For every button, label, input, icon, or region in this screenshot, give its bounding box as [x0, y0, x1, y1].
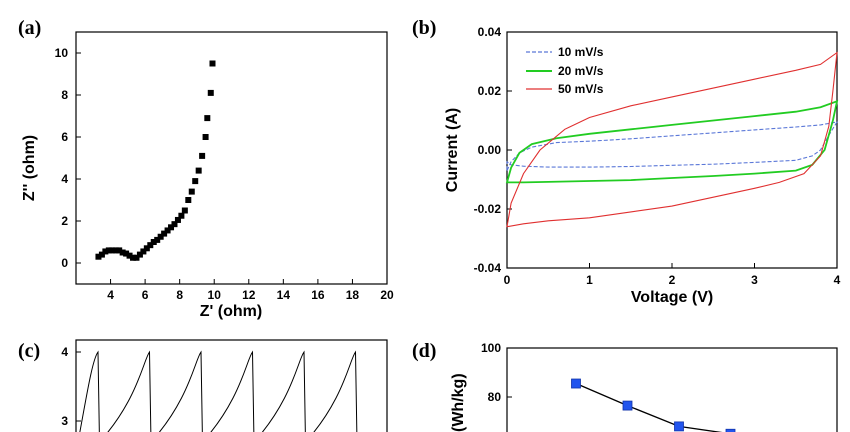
plot-a-ytick-label: 6 [61, 130, 68, 144]
plot-a-ylabel: Z'' (ohm) [21, 135, 38, 201]
plot-c-ytick-label: 4 [61, 345, 68, 359]
plot-d-point [622, 400, 633, 411]
plot-a-point [188, 188, 195, 195]
plot-a-frame [75, 31, 388, 285]
plot-a-xtick-label: 8 [176, 288, 183, 302]
plot-a-point [105, 247, 112, 254]
plot-a-point [202, 134, 209, 140]
plot-b-xtick-label: 0 [504, 273, 511, 287]
plot-a-point [181, 207, 188, 214]
panel-label-a: (a) [18, 17, 41, 39]
plot-a-point [174, 216, 181, 223]
plot-a-point [140, 248, 147, 255]
plot-b-ytick-label: 0.02 [478, 84, 502, 98]
plot-a-xtick-label: 6 [142, 288, 149, 302]
plot-a-point [136, 251, 143, 258]
plot-a-point [150, 239, 157, 245]
plot-b-ytick-label: 0.04 [478, 25, 502, 39]
plot-a-xtick-label: 14 [277, 288, 291, 302]
plot-a-point [185, 197, 192, 203]
plot-a-point [154, 236, 161, 243]
plot-c-ytick-label: 3 [61, 414, 68, 428]
plot-a-point [109, 247, 116, 254]
plot-b-xlabel: Voltage (V) [631, 289, 713, 306]
plot-a-point [143, 245, 150, 252]
plot-b-xtick-label: 3 [751, 273, 758, 287]
plot-a-xlabel: Z' (ohm) [200, 303, 262, 320]
plot-a-ytick-label: 10 [55, 46, 69, 60]
panel-label-d: (d) [412, 340, 436, 362]
plot-d-point [571, 378, 581, 389]
plot-a-point [112, 247, 119, 254]
plot-a-point [178, 212, 185, 219]
plot-a-point [133, 254, 140, 261]
plot-a-point [116, 247, 123, 254]
plot-a-point [207, 89, 214, 96]
plot-b-xtick-label: 1 [586, 273, 593, 287]
plot-b-frame [506, 31, 838, 269]
panel-label-b: (b) [412, 17, 436, 39]
plot-a-ytick-label: 8 [61, 88, 68, 102]
plot-a-point [204, 115, 211, 122]
plot-c-series-line [79, 350, 358, 432]
plot-d-ylabel: (Wh/kg) [450, 373, 467, 432]
plot-a-point [161, 230, 168, 237]
plot-d-frame [506, 347, 838, 432]
plot-a-point [209, 60, 216, 67]
plot-a-point [147, 242, 154, 249]
plot-d-series-line [575, 382, 723, 432]
plot-a-xtick-label: 4 [107, 288, 114, 302]
plot-a-point [157, 233, 164, 240]
plot-a-xtick-label: 12 [242, 288, 256, 302]
plot-a-point [192, 178, 199, 185]
plot-a-point [102, 248, 109, 255]
plot-a-xtick-label: 10 [208, 288, 222, 302]
plot-b-xtick-label: 2 [669, 273, 676, 287]
plot-b-series-line [506, 51, 838, 228]
plot-c-frame [75, 339, 388, 432]
plot-b-ylabel: Current (A) [444, 108, 461, 192]
plot-a-ytick-label: 4 [61, 172, 68, 186]
plot-a-point [168, 224, 175, 231]
legend-label-20mvs: 20 mV/s [558, 64, 604, 78]
plot-b-ytick-label: -0.04 [474, 261, 502, 275]
plot-d-point [674, 421, 684, 432]
plot-b-legend: 10 mV/s 20 mV/s 50 mV/s [526, 45, 604, 96]
plot-a-point [123, 250, 130, 257]
plot-a-xtick-label: 18 [346, 288, 360, 302]
plot-d-ytick-label: 80 [488, 390, 502, 404]
plot-a-point [119, 249, 126, 256]
plot-a-point [171, 221, 178, 228]
plot-a-xtick-label: 20 [380, 288, 394, 302]
plot-b-xtick-label: 4 [834, 273, 841, 287]
plot-d-point [725, 428, 736, 432]
plot-a-ytick-label: 0 [61, 256, 68, 270]
legend-label-10mvs: 10 mV/s [558, 45, 604, 59]
plot-a-point [164, 227, 171, 234]
plot-a-point [199, 152, 206, 159]
plot-a-point [130, 254, 137, 261]
plot-a-point [95, 253, 102, 260]
plot-b-series-line [506, 121, 839, 171]
plot-b-ytick-label: 0.00 [478, 143, 502, 157]
plot-a-ytick-label: 2 [61, 214, 68, 228]
plot-a-point [126, 252, 133, 259]
legend-label-50mvs: 50 mV/s [558, 82, 604, 96]
plot-a-point [195, 167, 202, 174]
panel-label-c: (c) [18, 340, 40, 362]
plot-b-series-line [505, 99, 839, 184]
plot-b-ytick-label: -0.02 [474, 202, 502, 216]
plot-d-ytick-label: 100 [481, 341, 501, 355]
plot-a-point [98, 251, 105, 258]
plot-a-xtick-label: 16 [311, 288, 325, 302]
